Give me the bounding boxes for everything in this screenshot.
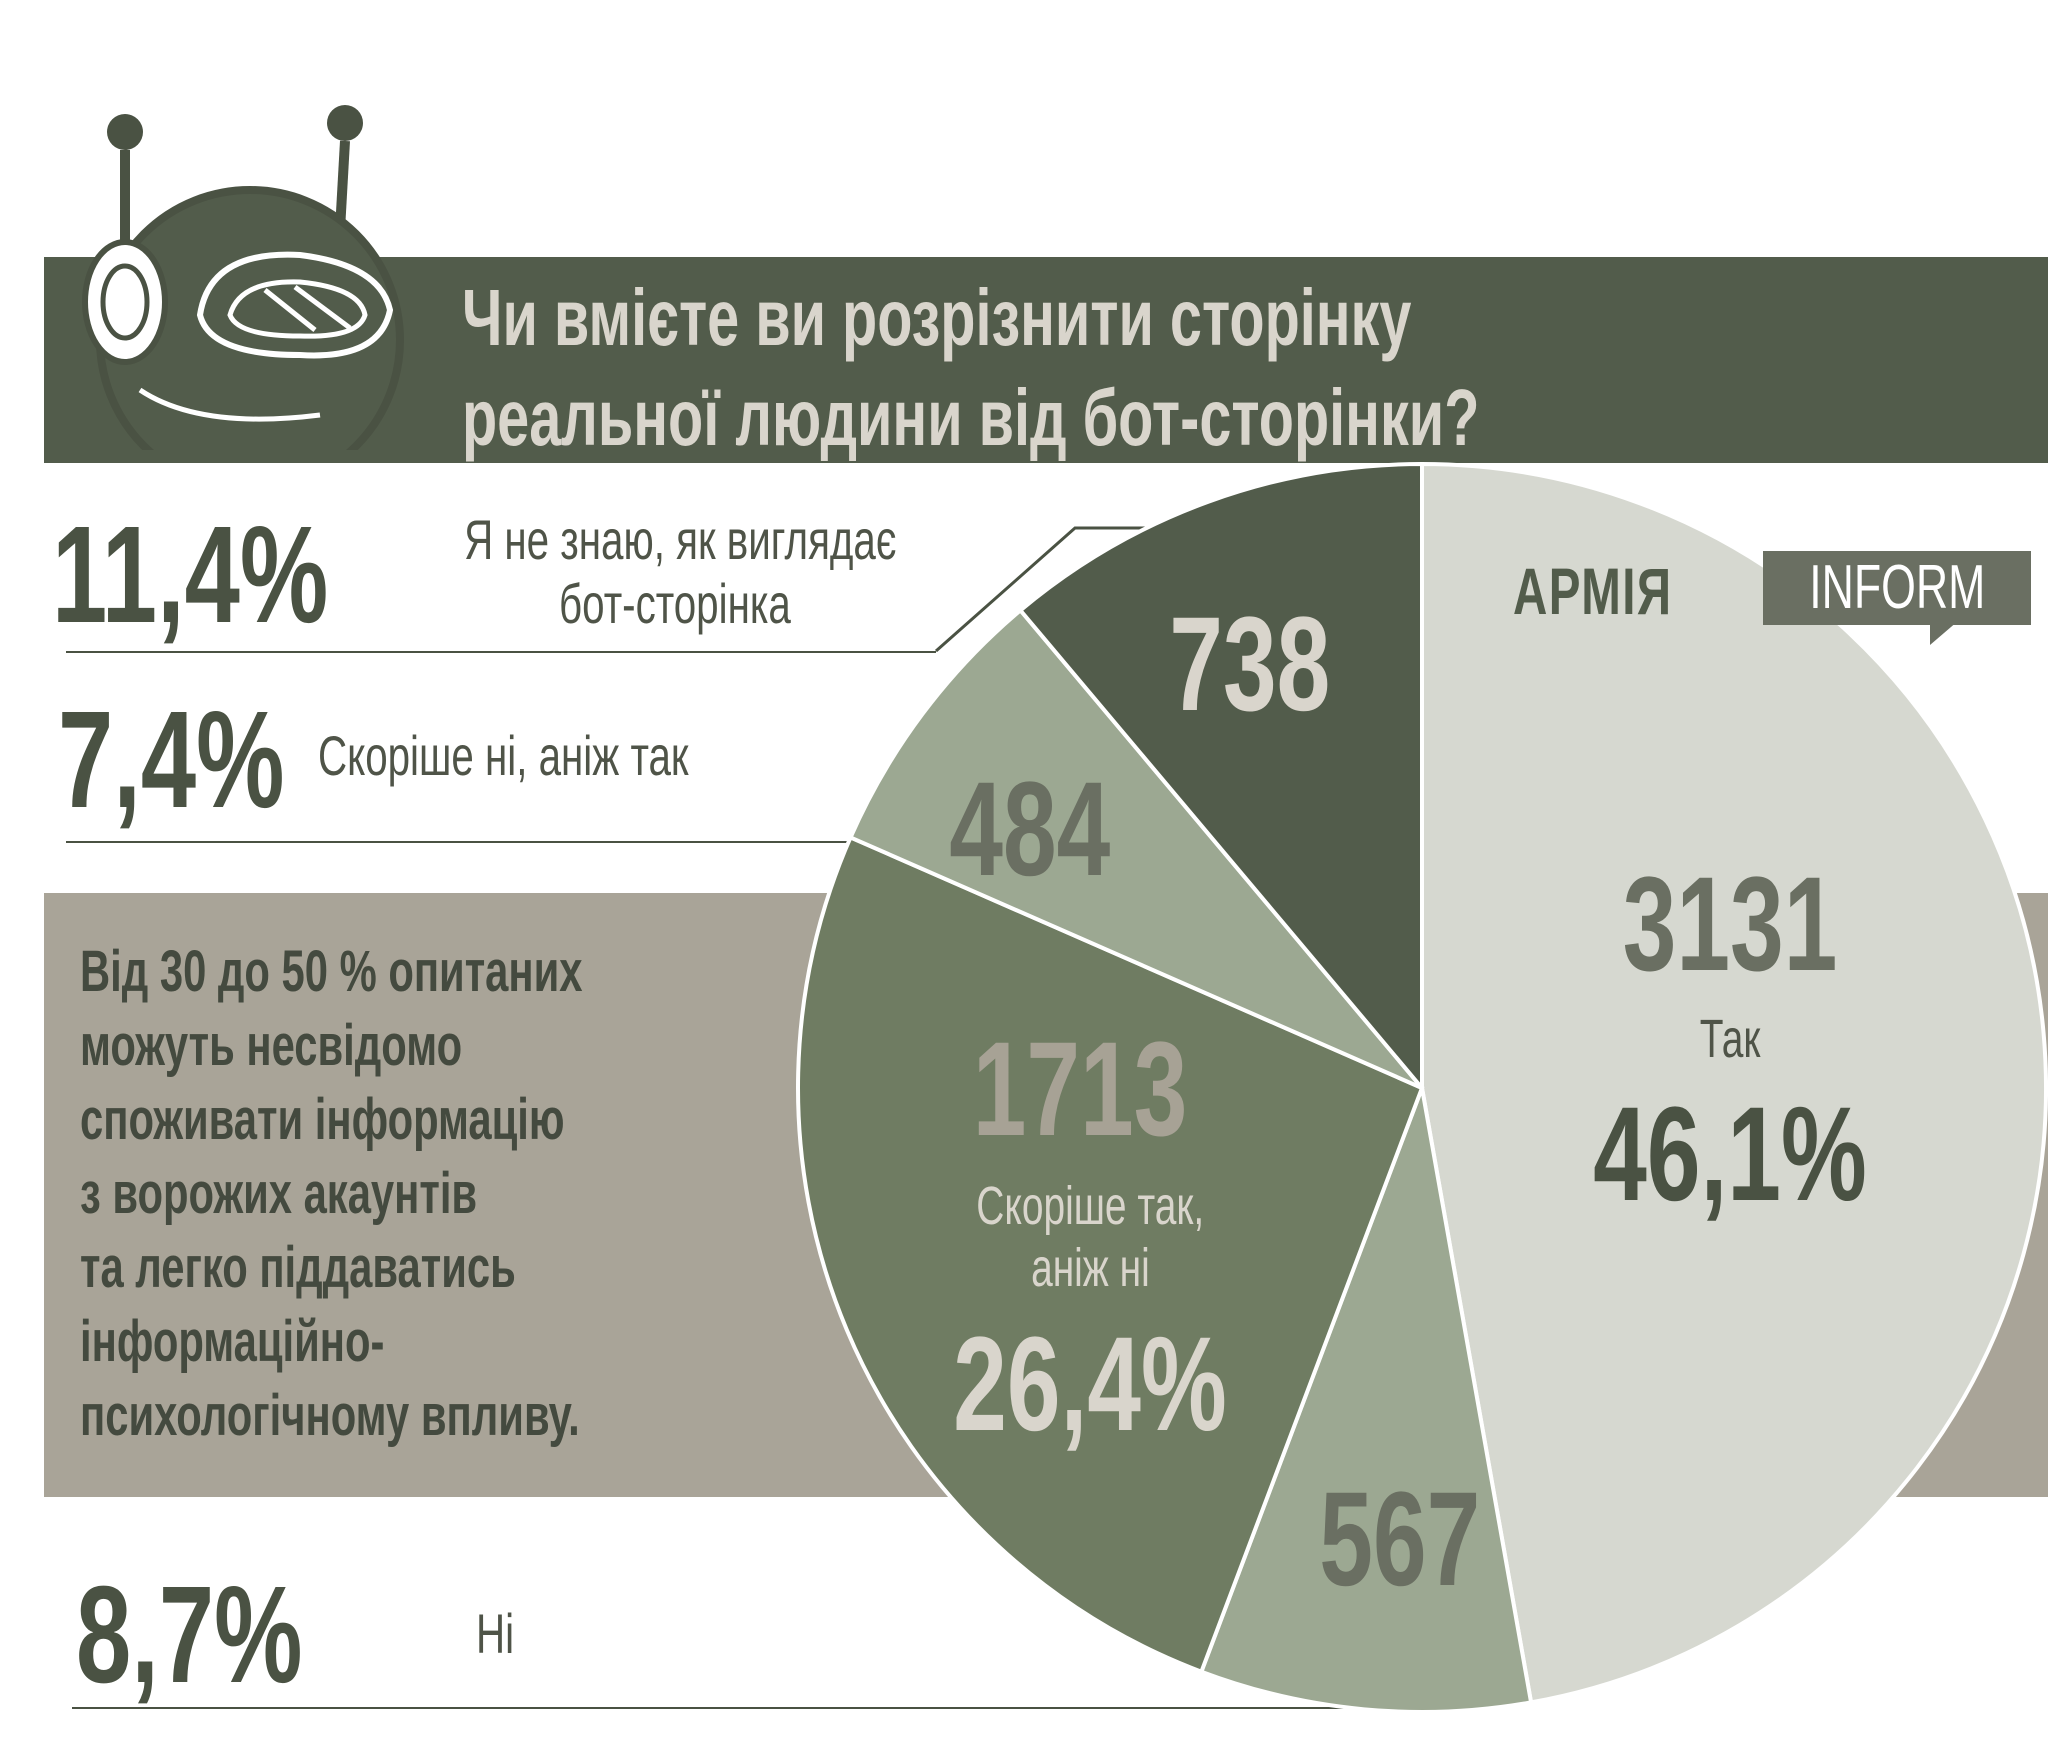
note-line: споживати інформацію xyxy=(80,1087,565,1152)
note-line: Від 30 до 50 % опитаних xyxy=(80,939,583,1004)
note-text: Від 30 до 50 % опитаних можуть несвідомо… xyxy=(80,935,778,1453)
logo-inform: INFORM xyxy=(1763,551,2031,625)
slice-label-yes: Так xyxy=(1699,1009,1761,1069)
legend-label-no: Ні xyxy=(476,1602,515,1665)
pie-slice-rather-no xyxy=(847,607,1424,1090)
legend-label-dont-know: Я не знаю, як виглядає бот-сторінка xyxy=(464,508,897,635)
slice-count-yes: 3131 xyxy=(1622,850,1838,999)
legend-rule xyxy=(66,651,936,653)
legend-rule xyxy=(72,1707,1372,1709)
slice-label-rather-yes: Скоріше так, аніж ні xyxy=(976,1176,1204,1298)
slice-count-no: 567 xyxy=(1319,1465,1481,1614)
legend-label-rather-no: Скоріше ні, аніж так xyxy=(318,724,689,787)
legend-pct-rather-no: 7,4% xyxy=(58,683,285,837)
logo-tail xyxy=(1930,621,1958,645)
robot-head-icon xyxy=(82,105,404,450)
legend-pct-no: 8,7% xyxy=(76,1558,303,1712)
note-line: психологічному впливу. xyxy=(80,1383,580,1448)
note-line: та легко піддаватись xyxy=(80,1235,516,1300)
slice-count-dont-know: 738 xyxy=(1169,590,1331,739)
pie-slice-yes xyxy=(1420,461,2048,1705)
note-line: з ворожих акаунтів xyxy=(80,1161,478,1226)
title-line-1: Чи вмієте ви розрізнити сторінку xyxy=(462,273,1412,362)
slice-pct-yes: 46,1% xyxy=(1593,1080,1867,1229)
legend-pct-dont-know: 11,4% xyxy=(52,498,329,652)
leader-line xyxy=(935,526,1155,653)
pie-slice-no xyxy=(1198,1080,1534,1714)
slice-count-rather-no: 484 xyxy=(949,755,1111,904)
title-line-2: реальної людини від бот-сторінки? xyxy=(462,373,1480,462)
slice-pct-rather-yes: 26,4% xyxy=(953,1310,1227,1459)
logo-army: АРМІЯ xyxy=(1513,554,1673,628)
slice-count-rather-yes: 1713 xyxy=(972,1015,1188,1164)
chart-title: Чи вмієте ви розрізнити сторінку реально… xyxy=(462,268,1875,468)
note-line: інформаційно- xyxy=(80,1309,385,1374)
pie-slice-dont-know xyxy=(1017,461,1424,1094)
legend-rule xyxy=(66,841,1086,843)
pie-slice-rather-yes xyxy=(796,834,1425,1675)
note-line: можуть несвідомо xyxy=(80,1013,463,1078)
